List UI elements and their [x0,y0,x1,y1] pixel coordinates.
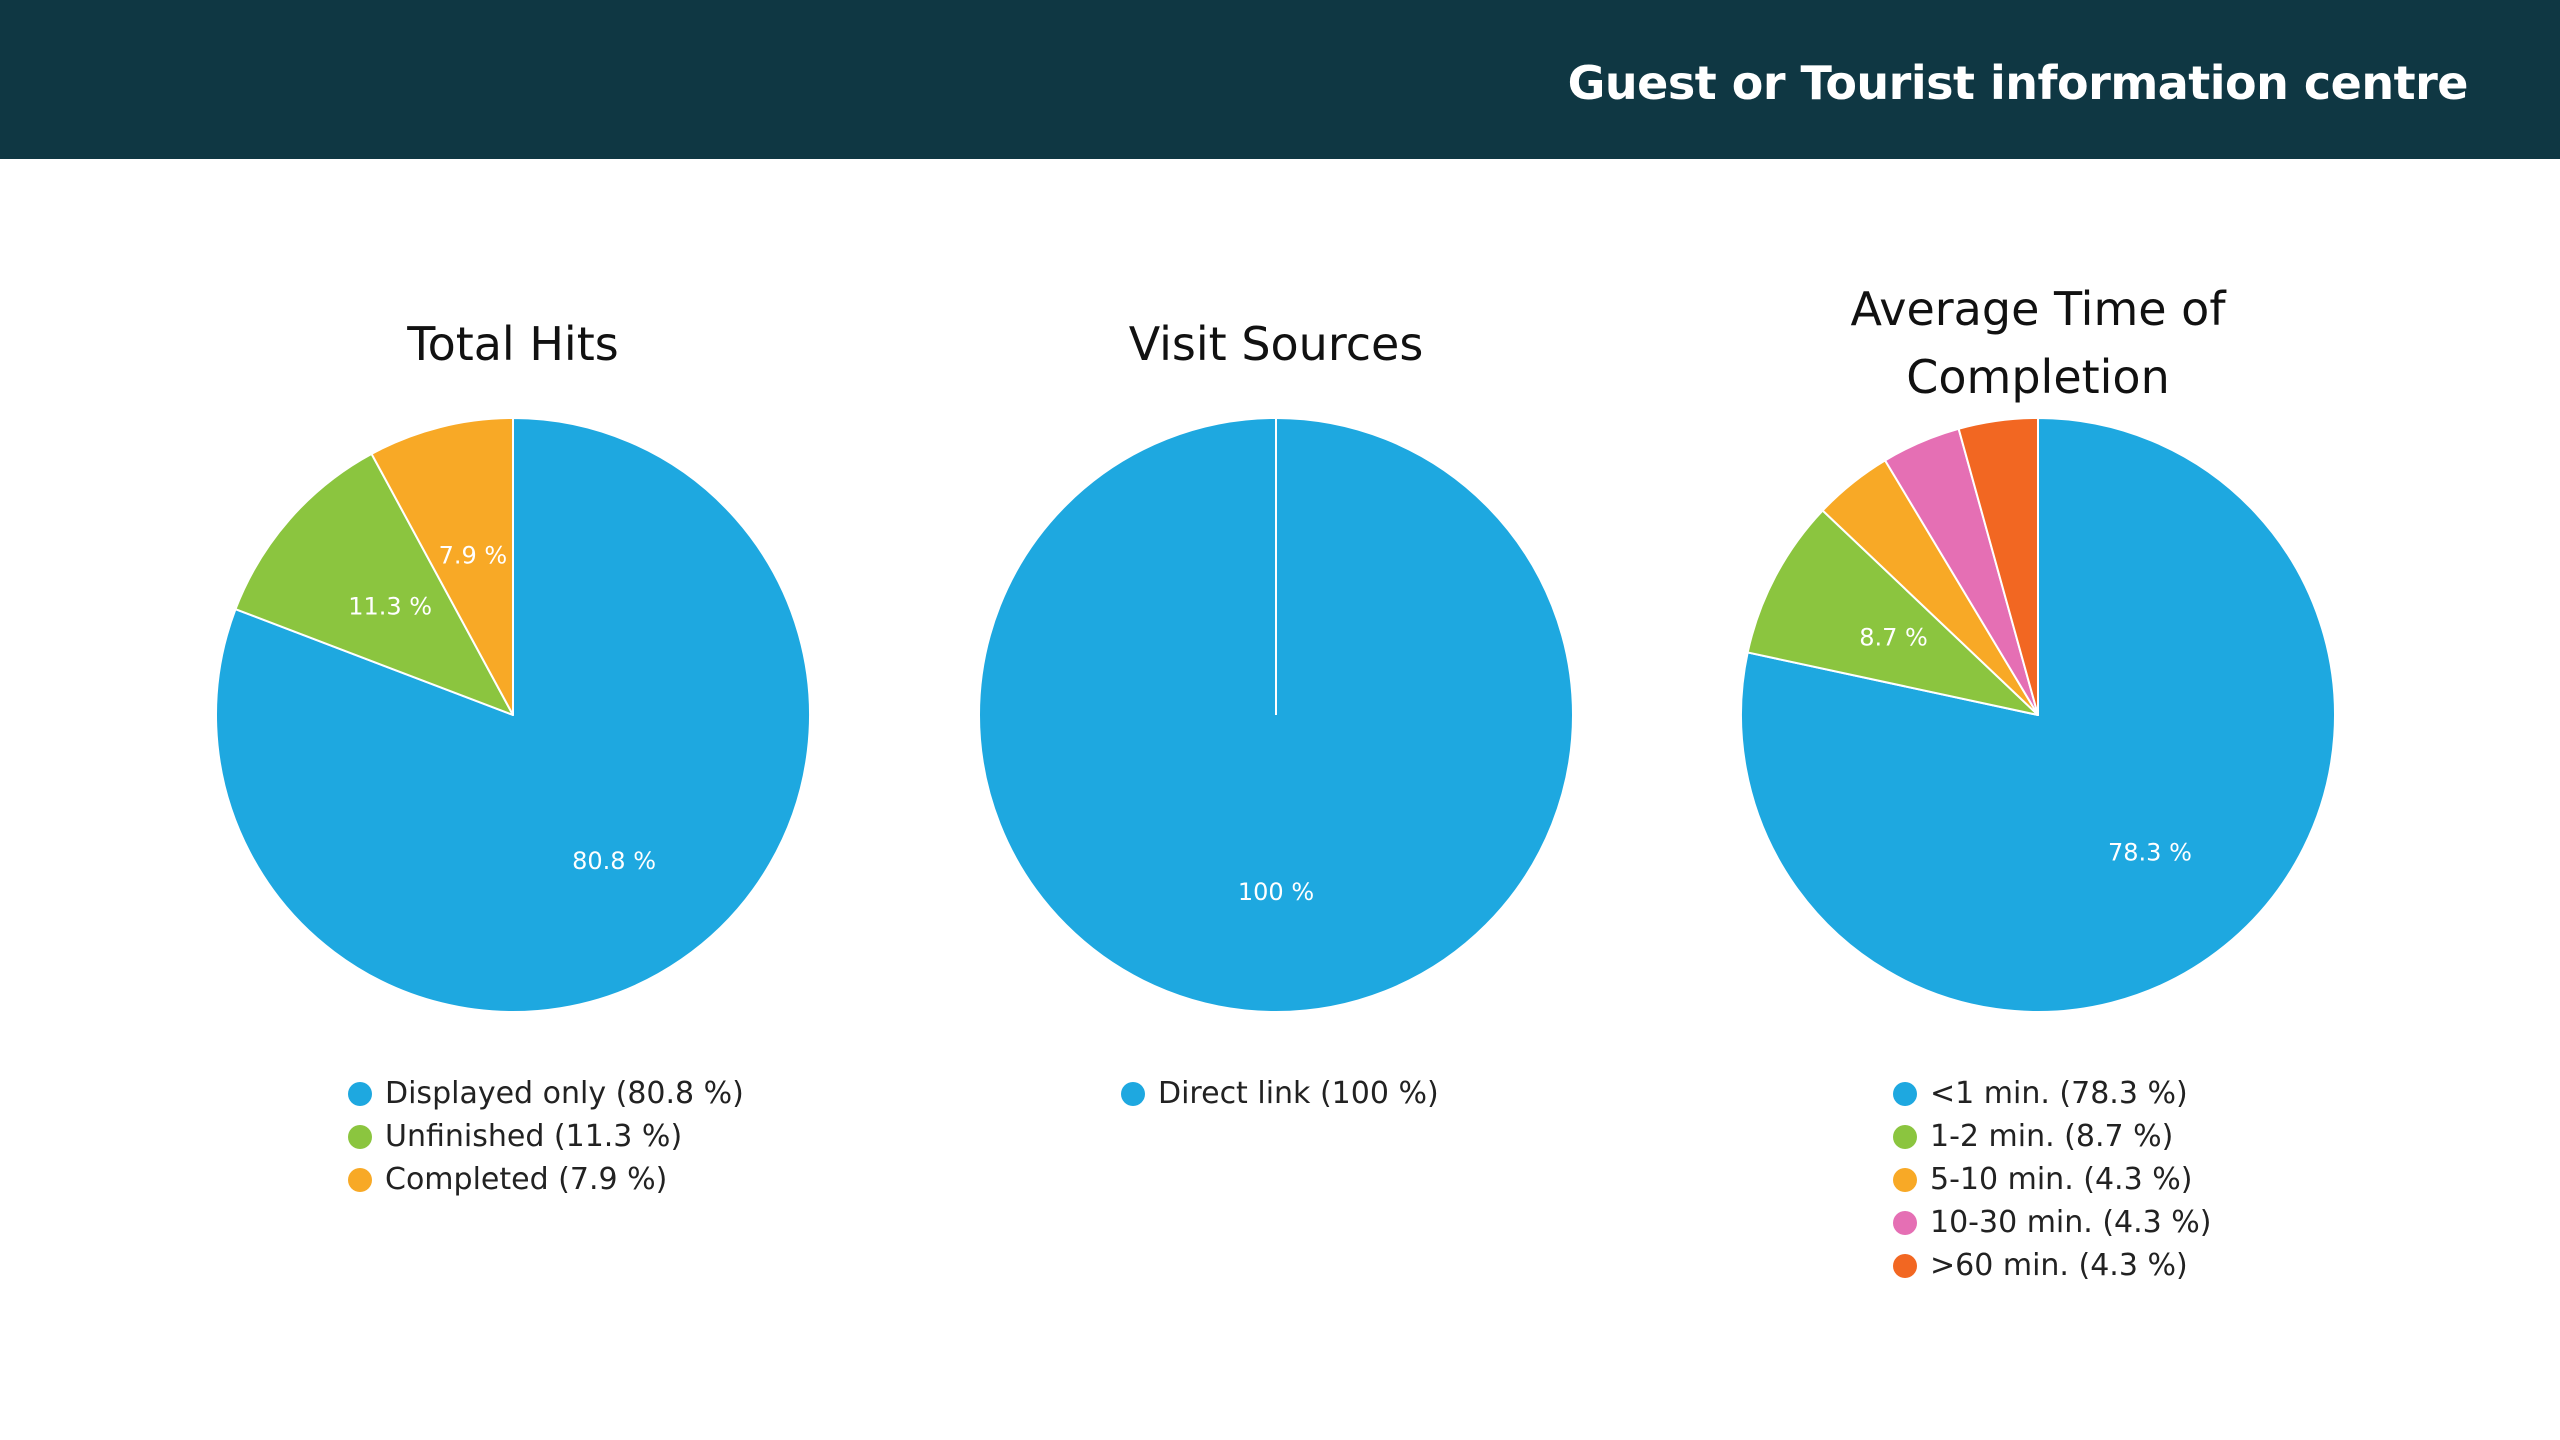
legend-dot-icon [1893,1167,1917,1192]
header-bar: Guest or Tourist information centre [0,0,2560,159]
legend-dot-icon [1121,1081,1145,1106]
legend-label: Displayed only (80.8 %) [385,1076,744,1111]
pie-slice-60-min [1957,417,2039,716]
legend: Displayed only (80.8 %) Unfinished (11.3 … [348,1072,744,1201]
legend-item-5-10-min: 5-10 min. (4.3 %) [1893,1158,2212,1201]
legend-dot-icon [1893,1124,1917,1149]
pie-chart: 100 % [978,417,1574,1013]
slice-label-1-2-min: 8.7 % [1859,624,1928,652]
pie-slice-unfinished [234,452,514,716]
legend-label: <1 min. (78.3 %) [1930,1076,2188,1111]
legend-dot-icon [348,1081,372,1106]
chart-title-line-2: Completion [1906,350,2170,404]
legend-item-unfinished: Unfinished (11.3 %) [348,1115,744,1158]
legend-label: 1-2 min. (8.7 %) [1930,1119,2174,1154]
pie-slice-completed [370,417,514,716]
legend-item-1-2-min: 1-2 min. (8.7 %) [1893,1115,2212,1158]
legend-dot-icon [1893,1210,1917,1235]
legend-label: Unfinished (11.3 %) [385,1119,683,1154]
slice-label-displayed-only: 80.8 % [572,847,656,875]
chart-title: Visit Sources [1128,317,1424,371]
legend-label: Direct link (100 %) [1158,1076,1439,1111]
chart-title-line-1: Average Time of [1850,282,2226,336]
legend-item-displayed-only: Displayed only (80.8 %) [348,1072,744,1115]
page-title: Guest or Tourist information centre [1567,56,2469,110]
legend-item-60-min: >60 min. (4.3 %) [1893,1244,2212,1287]
pie-chart: 80.8 % 11.3 %7.9 % [215,417,811,1013]
legend-item-10-30-min: 10-30 min. (4.3 %) [1893,1201,2212,1244]
legend-dot-icon [348,1167,372,1192]
legend-item-direct-link: Direct link (100 %) [1121,1072,1439,1115]
slice-label-unfinished: 11.3 % [348,592,432,620]
legend-item-completed: Completed (7.9 %) [348,1158,744,1201]
chart-title: Total Hits [407,317,619,371]
legend-label: >60 min. (4.3 %) [1930,1248,2188,1283]
legend-label: Completed (7.9 %) [385,1162,668,1197]
pie-chart: 78.3 % 8.7 % [1740,417,2336,1013]
legend-dot-icon [1893,1253,1917,1278]
legend-label: 5-10 min. (4.3 %) [1930,1162,2193,1197]
chart-title: Average Time of Completion [1688,275,2388,411]
slice-label-completed: 7.9 % [439,542,508,570]
chart-total-hits: Total Hits 80.8 % 11.3 % 7.9 % Displayed o… [163,270,863,1330]
legend: <1 min. (78.3 %) 1-2 min. (8.7 %) 5-10 min… [1893,1072,2212,1287]
slice-label-1-min: 78.3 % [2108,839,2192,867]
chart-visit-sources: Visit Sources 100 % Direct link (100 %) [926,270,1626,1330]
slice-label-direct-link: 100 % [1238,878,1314,906]
chart-average-time: Average Time of Completion 78.3 % 8.7 % <… [1688,270,2388,1330]
legend: Direct link (100 %) [1121,1072,1439,1115]
legend-dot-icon [1893,1081,1917,1106]
pie-slice-1-2-min [1746,509,2039,716]
legend-item-1-min: <1 min. (78.3 %) [1893,1072,2212,1115]
legend-dot-icon [348,1124,372,1149]
legend-label: 10-30 min. (4.3 %) [1930,1205,2212,1240]
